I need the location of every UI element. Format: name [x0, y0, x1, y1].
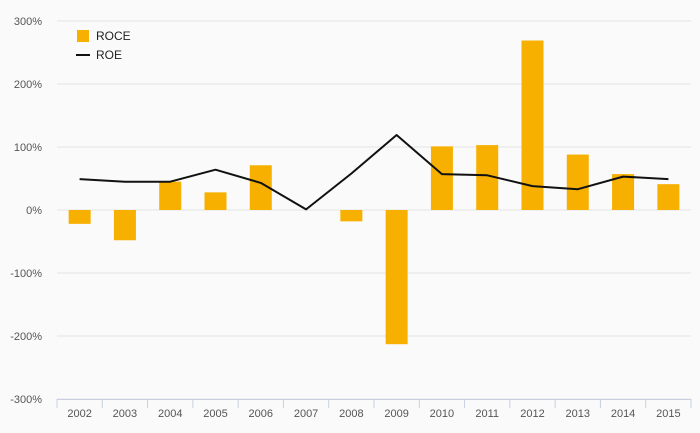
- roce-bar: [68, 210, 91, 224]
- roce-bar: [566, 154, 589, 210]
- roce-bar: [657, 184, 680, 210]
- x-tick-label: 2002: [67, 408, 91, 420]
- y-tick-label: -100%: [10, 268, 42, 280]
- legend-swatch-roce: [77, 30, 89, 42]
- x-axis: [56, 399, 692, 408]
- roce-bar: [385, 210, 408, 345]
- roce-bar: [249, 165, 272, 210]
- x-tick-label: 2010: [430, 408, 454, 420]
- x-tick-label: 2008: [339, 408, 363, 420]
- y-tick-label: 0%: [26, 205, 42, 217]
- x-tick-label: 2014: [611, 408, 635, 420]
- x-tick-label: 2005: [203, 408, 227, 420]
- x-tick-label: 2004: [158, 408, 182, 420]
- legend-label-roce: ROCE: [96, 29, 131, 43]
- roce-bar: [113, 210, 136, 241]
- y-tick-label: 100%: [14, 142, 42, 154]
- y-tick-label: 200%: [14, 79, 42, 91]
- roe-line-group: [79, 134, 669, 211]
- x-tick-label: 2013: [566, 408, 590, 420]
- y-tick-label: -200%: [10, 331, 42, 343]
- y-tick-label: 300%: [14, 16, 42, 28]
- x-tick-label: 2007: [294, 408, 318, 420]
- roce-bar: [159, 181, 182, 210]
- roce-bar: [430, 146, 453, 210]
- grid-lines: [57, 20, 691, 400]
- y-axis-tick-labels: -300% -200% -100% 0% 100% 200% 300%: [10, 16, 42, 406]
- roce-bar: [476, 145, 499, 210]
- roce-bars: [68, 40, 680, 345]
- roce-bar: [340, 210, 363, 222]
- legend: ROCE ROE: [76, 29, 131, 62]
- roce-bar: [204, 192, 227, 210]
- x-tick-label: 2012: [520, 408, 544, 420]
- legend-label-roe: ROE: [96, 48, 122, 62]
- y-tick-label: -300%: [10, 394, 42, 406]
- roce-bar: [612, 174, 635, 210]
- roce-bar: [521, 40, 544, 210]
- x-tick-label: 2009: [384, 408, 408, 420]
- roe-line: [79, 134, 669, 211]
- x-tick-label: 2015: [656, 408, 680, 420]
- x-tick-label: 2006: [249, 408, 273, 420]
- x-axis-tick-labels: 2002 2003 2004 2005 2006 2007 2008 2009 2010 2011…: [67, 408, 680, 420]
- x-tick-label: 2011: [475, 408, 499, 420]
- x-tick-label: 2003: [113, 408, 137, 420]
